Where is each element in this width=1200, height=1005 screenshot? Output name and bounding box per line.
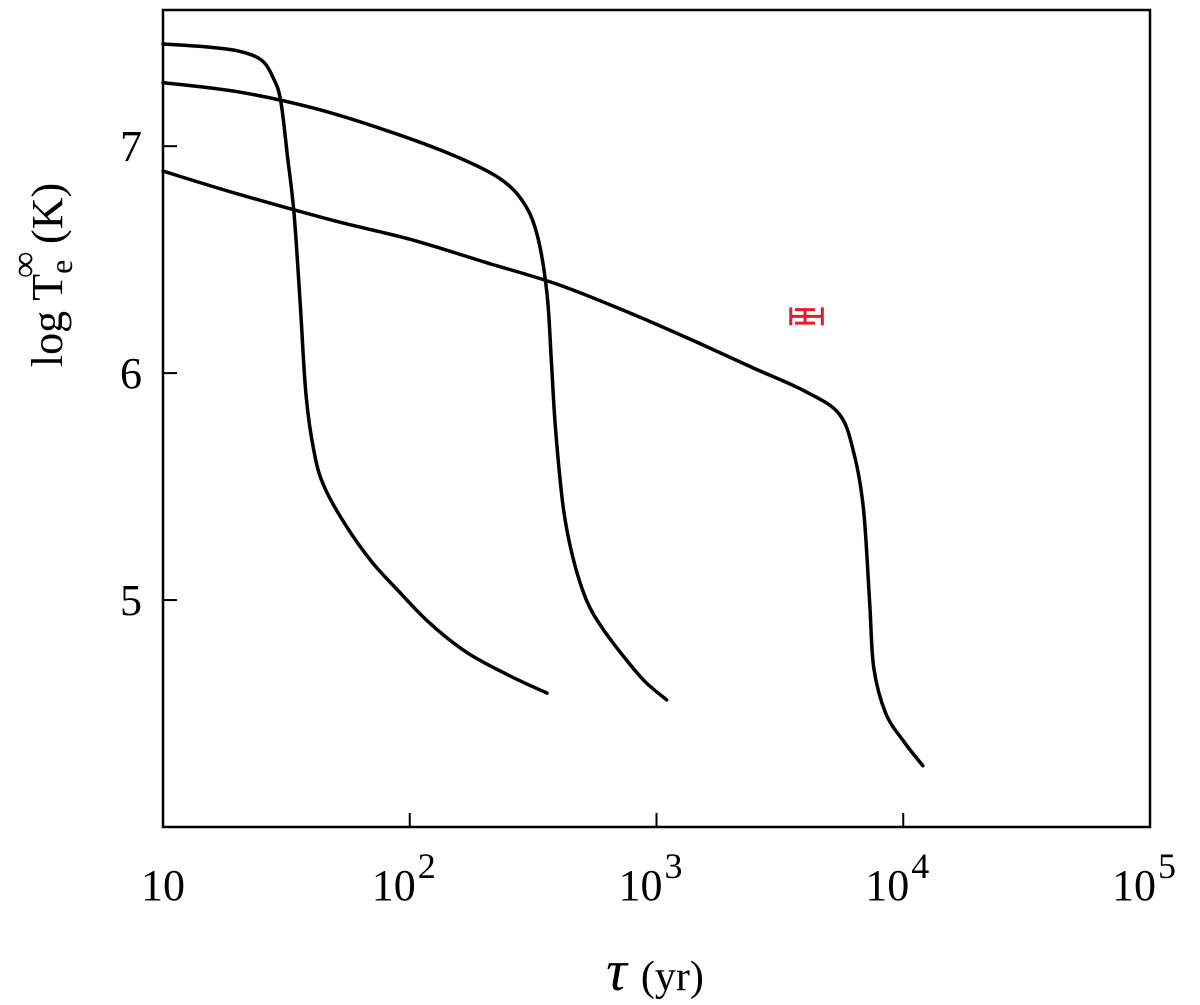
y-tick-labels: 5 6 7 (120, 122, 142, 625)
x-axis-symbol: τ (606, 938, 629, 1003)
plot-frame (161, 8, 1152, 829)
y-axis-unit: (K) (23, 183, 72, 244)
x-tick-label-4: 105 (1112, 846, 1176, 910)
cooling-curve-3 (161, 169, 925, 768)
y-axis-prefix: log T (23, 274, 72, 367)
axis-ticks (162, 145, 1151, 827)
x-tick-label-1: 102 (372, 846, 436, 910)
x-tick-label-2: 103 (619, 846, 683, 910)
x-axis-title: τ (yr) (606, 938, 704, 1003)
y-axis-sub: e (43, 260, 79, 274)
y-axis-title: log Te∞ (K) (4, 183, 79, 367)
x-axis-unit: (yr) (641, 954, 704, 1000)
cooling-curves (161, 42, 925, 768)
x-tick-labels: 10 102 103 104 105 (141, 846, 1176, 910)
y-axis-sup: ∞ (4, 252, 44, 278)
y-tick-label-0: 5 (120, 576, 142, 625)
y-tick-label-1: 6 (120, 349, 142, 398)
cooling-curve-2 (161, 80, 669, 702)
y-tick-label-2: 7 (120, 122, 142, 171)
x-tick-label-3: 104 (865, 846, 929, 910)
measurement-point (789, 307, 824, 326)
x-tick-label-0: 10 (141, 861, 185, 910)
cooling-curve-1 (161, 42, 549, 695)
